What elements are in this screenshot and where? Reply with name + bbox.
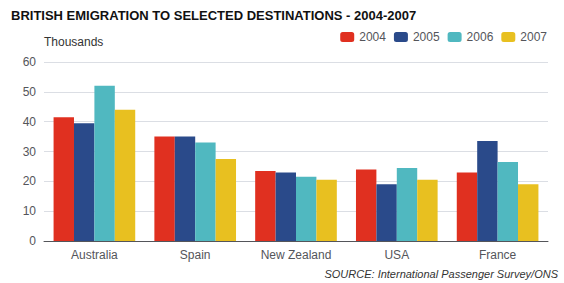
svg-text:10: 10 xyxy=(23,204,37,218)
svg-text:2006: 2006 xyxy=(467,30,494,44)
svg-text:50: 50 xyxy=(23,85,37,99)
svg-text:40: 40 xyxy=(23,115,37,129)
svg-text:2007: 2007 xyxy=(520,30,547,44)
svg-text:20: 20 xyxy=(23,174,37,188)
svg-text:Thousands: Thousands xyxy=(44,35,103,49)
svg-text:60: 60 xyxy=(23,55,37,69)
svg-text:Australia: Australia xyxy=(71,248,118,262)
svg-text:2004: 2004 xyxy=(359,30,386,44)
svg-text:2005: 2005 xyxy=(413,30,440,44)
svg-text:0: 0 xyxy=(29,234,36,248)
svg-text:SOURCE: International Passenge: SOURCE: International Passenger Survey/O… xyxy=(324,268,558,280)
svg-text:Spain: Spain xyxy=(180,248,211,262)
svg-text:USA: USA xyxy=(384,248,409,262)
svg-text:BRITISH EMIGRATION TO SELECTED: BRITISH EMIGRATION TO SELECTED DESTINATI… xyxy=(11,8,416,23)
svg-text:France: France xyxy=(479,248,517,262)
svg-text:New Zealand: New Zealand xyxy=(261,248,332,262)
svg-text:30: 30 xyxy=(23,145,37,159)
